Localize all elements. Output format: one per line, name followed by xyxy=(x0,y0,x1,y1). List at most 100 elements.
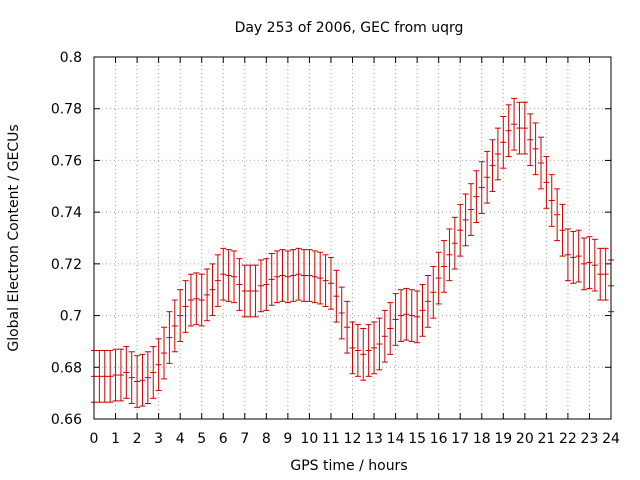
y-tick-label: 0.74 xyxy=(51,205,82,221)
data-point xyxy=(166,311,173,364)
data-point xyxy=(403,287,410,341)
data-point xyxy=(274,250,281,304)
data-point xyxy=(349,321,356,375)
data-point xyxy=(177,289,184,342)
data-point xyxy=(263,258,270,311)
data-point xyxy=(268,253,275,306)
data-point xyxy=(279,249,286,302)
data-point xyxy=(101,349,108,403)
data-point xyxy=(317,251,324,305)
data-point xyxy=(575,229,582,283)
data-point xyxy=(435,251,442,305)
x-tick-label: 6 xyxy=(219,431,228,447)
x-tick-label: 8 xyxy=(262,431,271,447)
data-point xyxy=(107,349,114,403)
data-point xyxy=(559,203,566,257)
data-point xyxy=(397,289,404,342)
y-tick-label: 0.68 xyxy=(51,360,82,376)
data-series xyxy=(91,97,614,408)
data-point xyxy=(96,349,103,403)
data-point xyxy=(387,302,394,355)
data-point xyxy=(365,324,372,377)
x-tick-label: 1 xyxy=(111,431,120,447)
data-point xyxy=(371,321,378,375)
data-point xyxy=(338,286,345,340)
data-point xyxy=(112,348,119,402)
plot-frame xyxy=(93,56,612,420)
x-tick-label: 21 xyxy=(537,431,555,447)
data-point xyxy=(489,139,496,192)
data-point xyxy=(408,289,415,342)
data-point xyxy=(247,264,254,318)
data-point xyxy=(527,113,534,167)
data-point xyxy=(597,247,604,301)
y-tick-label: 0.76 xyxy=(51,153,82,169)
data-point xyxy=(414,290,421,344)
data-point xyxy=(570,231,577,284)
y-tick-label: 0.66 xyxy=(51,412,82,428)
data-point xyxy=(473,170,480,223)
data-point xyxy=(548,174,555,227)
data-point xyxy=(543,156,550,209)
data-point xyxy=(241,264,248,318)
data-point xyxy=(327,256,334,310)
data-point xyxy=(225,249,232,302)
x-tick-label: 5 xyxy=(197,431,206,447)
data-point xyxy=(586,236,593,289)
data-point xyxy=(446,228,453,282)
y-tick-label: 0.8 xyxy=(60,50,82,66)
y-tick-label: 0.78 xyxy=(51,102,82,118)
data-point xyxy=(290,249,297,302)
data-point xyxy=(521,101,528,155)
data-point xyxy=(311,250,318,304)
data-point xyxy=(478,161,485,214)
x-tick-label: 16 xyxy=(430,431,448,447)
data-point xyxy=(123,346,130,399)
x-tick-label: 20 xyxy=(516,431,534,447)
data-point xyxy=(424,274,431,328)
data-point xyxy=(144,351,151,404)
data-point xyxy=(419,284,426,337)
x-tick-label: 11 xyxy=(322,431,340,447)
data-point xyxy=(554,188,561,242)
data-point xyxy=(354,324,361,377)
x-axis-label: GPS time / hours xyxy=(290,458,407,474)
tick-marks xyxy=(93,56,612,420)
data-point xyxy=(150,346,157,399)
data-point xyxy=(462,193,469,247)
x-tick-label: 10 xyxy=(301,431,319,447)
y-axis-label: Global Electron Content / GECUs xyxy=(6,124,22,351)
data-point xyxy=(457,203,464,257)
x-tick-label: 18 xyxy=(473,431,491,447)
data-point xyxy=(187,273,194,327)
data-point xyxy=(564,228,571,282)
data-point xyxy=(532,122,539,176)
data-point xyxy=(322,254,329,308)
data-point xyxy=(117,348,124,402)
data-point xyxy=(381,309,388,363)
data-point xyxy=(257,259,264,313)
y-tick-labels: 0.66 0.68 0.7 0.72 0.74 0.76 0.78 0.8 xyxy=(51,50,82,428)
data-point xyxy=(139,353,146,407)
data-point xyxy=(134,355,141,408)
data-point xyxy=(295,247,302,301)
chart-title: Day 253 of 2006, GEC from uqrg xyxy=(235,20,464,36)
data-point xyxy=(360,328,367,381)
x-tick-label: 23 xyxy=(581,431,599,447)
x-tick-label: 17 xyxy=(451,431,469,447)
x-tick-label: 9 xyxy=(283,431,292,447)
data-point xyxy=(301,249,308,302)
y-tick-label: 0.72 xyxy=(51,257,82,273)
data-point xyxy=(128,351,135,404)
data-point xyxy=(516,101,523,155)
x-tick-labels: 0 1 2 3 4 5 6 7 8 9 10 11 12 13 14 15 16 17 18 19 20 21 22 23 24 xyxy=(90,431,620,447)
data-point xyxy=(537,136,544,190)
data-point xyxy=(494,127,501,181)
data-point xyxy=(467,183,474,236)
data-point xyxy=(500,115,507,169)
data-point xyxy=(451,216,458,270)
data-point xyxy=(344,300,351,354)
x-tick-label: 22 xyxy=(559,431,577,447)
data-point xyxy=(198,273,205,327)
